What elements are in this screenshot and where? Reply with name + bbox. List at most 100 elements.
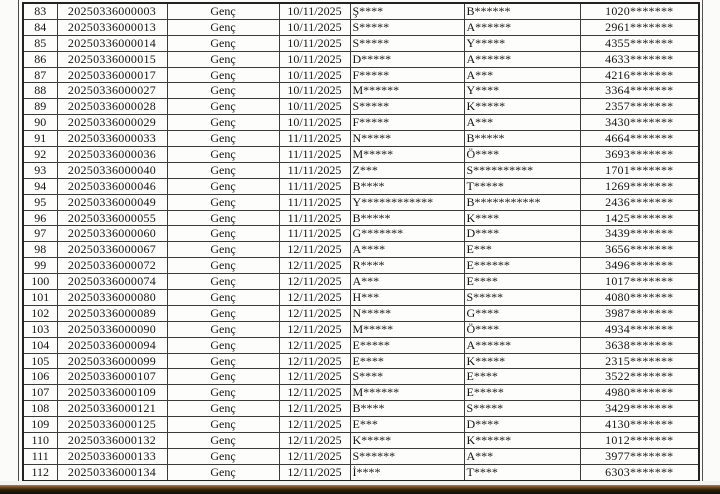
table-row: 111 20250336000133 Genç 12/11/2025 S****… [22,447,700,465]
category-cell: Genç [166,193,280,211]
table-row: 98 20250336000067 Genç 12/11/2025 A**** … [22,241,700,259]
table-row: 108 20250336000121 Genç 12/11/2025 B****… [22,400,700,418]
category-cell: Genç [166,34,280,52]
masked-last-name-cell: D**** [463,416,581,434]
application-no-cell: 20250336000027 [56,82,168,100]
row-number-cell: 96 [22,209,58,227]
category-cell: Genç [166,241,280,259]
page-border-right-line [702,0,703,482]
masked-first-name-cell: Z*** [349,161,465,179]
masked-first-name-cell: A*** [349,273,465,291]
masked-last-name-cell: Y**** [463,82,581,100]
masked-last-name-cell: E**** [463,368,581,386]
date-cell: 11/11/2025 [278,177,351,195]
masked-first-name-cell: S**** [349,368,465,386]
category-cell: Genç [166,209,280,227]
application-no-cell: 20250336000132 [56,432,168,449]
row-number-cell: 107 [22,384,58,402]
masked-number-cell: 3496******* [579,257,700,275]
masked-first-name-cell: E*** [349,416,465,434]
masked-last-name-cell: A*** [463,447,581,465]
date-cell: 12/11/2025 [278,336,351,354]
masked-number-cell: 2436******* [579,193,700,211]
date-cell: 10/11/2025 [278,18,351,36]
category-cell: Genç [166,320,280,338]
row-number-cell: 99 [22,257,58,275]
date-cell: 12/11/2025 [278,400,351,418]
application-no-cell: 20250336000049 [56,193,168,211]
masked-first-name-cell: B***** [349,209,465,227]
masked-number-cell: 2961******* [579,18,700,36]
date-cell: 12/11/2025 [278,320,351,338]
category-cell: Genç [166,146,280,163]
row-number-cell: 102 [22,304,58,322]
masked-first-name-cell: F***** [349,114,465,132]
date-cell: 12/11/2025 [278,463,351,482]
table-row: 93 20250336000040 Genç 11/11/2025 Z*** S… [22,161,700,179]
masked-first-name-cell: Ş**** [349,2,465,20]
table-row: 83 20250336000003 Genç 10/11/2025 Ş**** … [22,2,700,20]
table-row: 102 20250336000089 Genç 12/11/2025 N****… [22,304,700,322]
masked-last-name-cell: T**** [463,463,581,482]
masked-last-name-cell: A****** [463,50,581,68]
masked-last-name-cell: B***** [463,130,581,148]
table-row: 90 20250336000029 Genç 10/11/2025 F*****… [22,114,700,132]
category-cell: Genç [166,447,280,465]
date-cell: 10/11/2025 [278,82,351,100]
masked-last-name-cell: E***** [463,384,581,402]
row-number-cell: 92 [22,146,58,163]
masked-last-name-cell: G**** [463,304,581,322]
masked-last-name-cell: K****** [463,432,581,449]
masked-first-name-cell: K***** [349,432,465,449]
category-cell: Genç [166,161,280,179]
masked-number-cell: 4980******* [579,384,700,402]
masked-last-name-cell: A*** [463,66,581,84]
table-row: 85 20250336000014 Genç 10/11/2025 S*****… [22,34,700,52]
masked-last-name-cell: Ö**** [463,146,581,163]
application-no-cell: 20250336000014 [56,34,168,52]
masked-number-cell: 1020******* [579,2,700,20]
application-no-cell: 20250336000013 [56,18,168,36]
masked-number-cell: 4130******* [579,416,700,434]
masked-last-name-cell: A*** [463,114,581,132]
table-row: 94 20250336000046 Genç 11/11/2025 B**** … [22,177,700,195]
application-no-cell: 20250336000029 [56,114,168,132]
masked-first-name-cell: S***** [349,18,465,36]
page-border-left-line [18,0,19,482]
date-cell: 12/11/2025 [278,432,351,449]
date-cell: 12/11/2025 [278,447,351,465]
date-cell: 12/11/2025 [278,289,351,306]
masked-number-cell: 3987******* [579,304,700,322]
masked-number-cell: 1012******* [579,432,700,449]
date-cell: 10/11/2025 [278,114,351,132]
masked-first-name-cell: N***** [349,130,465,148]
masked-number-cell: 4633******* [579,50,700,68]
application-no-cell: 20250336000133 [56,447,168,465]
table-row: 84 20250336000013 Genç 10/11/2025 S*****… [22,18,700,36]
masked-last-name-cell: Y***** [463,34,581,52]
masked-number-cell: 3430******* [579,114,700,132]
decorative-gold-border [0,485,720,494]
application-no-cell: 20250336000107 [56,368,168,386]
masked-last-name-cell: E****** [463,257,581,275]
application-no-cell: 20250336000040 [56,161,168,179]
date-cell: 12/11/2025 [278,273,351,291]
masked-last-name-cell: A****** [463,18,581,36]
date-cell: 12/11/2025 [278,241,351,259]
category-cell: Genç [166,225,280,243]
row-number-cell: 103 [22,320,58,338]
table-row: 96 20250336000055 Genç 11/11/2025 B*****… [22,209,700,227]
row-number-cell: 112 [22,463,58,482]
masked-first-name-cell: A**** [349,241,465,259]
category-cell: Genç [166,2,280,20]
masked-last-name-cell: D**** [463,225,581,243]
date-cell: 10/11/2025 [278,2,351,20]
category-cell: Genç [166,463,280,482]
date-cell: 12/11/2025 [278,384,351,402]
application-no-cell: 20250336000015 [56,50,168,68]
date-cell: 11/11/2025 [278,146,351,163]
masked-last-name-cell: S***** [463,400,581,418]
category-cell: Genç [166,384,280,402]
masked-first-name-cell: R**** [349,257,465,275]
table-row: 95 20250336000049 Genç 11/11/2025 Y*****… [22,193,700,211]
